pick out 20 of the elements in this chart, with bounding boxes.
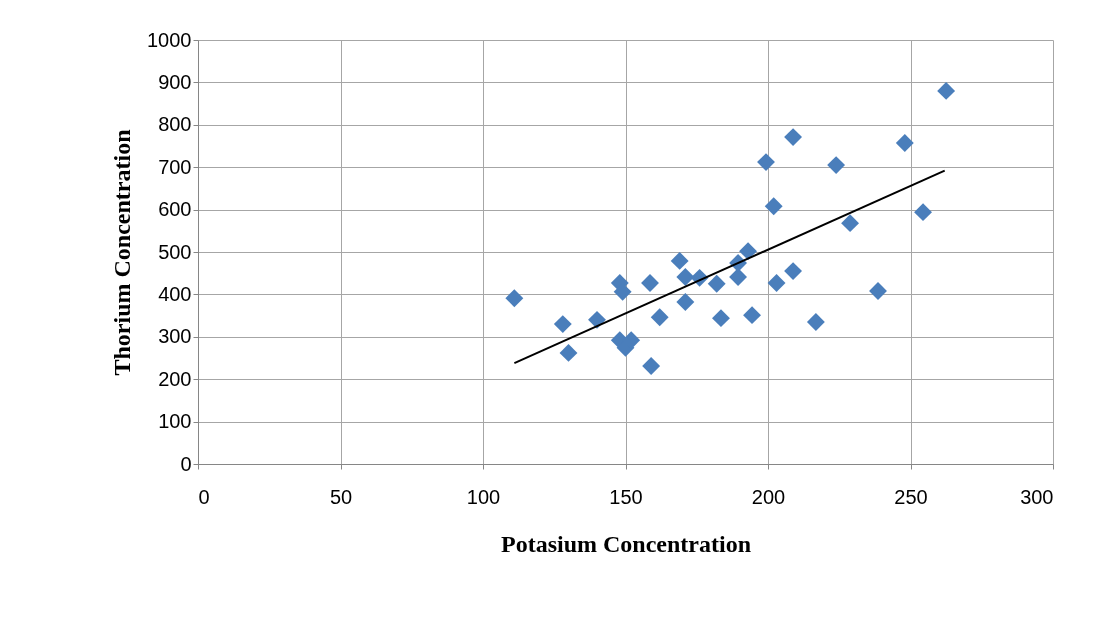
y-tick-label: 300: [158, 325, 192, 348]
x-tick-label: 100: [466, 485, 501, 508]
x-axis-title: Potasium Concentration: [501, 530, 751, 557]
y-tick-label: 500: [158, 240, 192, 263]
y-tick-label: 400: [158, 282, 192, 305]
y-tick-label: 600: [158, 198, 192, 221]
y-tick-label: 700: [158, 155, 192, 178]
x-tick-label: 0: [198, 485, 210, 508]
y-tick-label: 900: [158, 70, 192, 93]
y-axis-title: Thorium Concentration: [109, 129, 136, 376]
y-tick-label: 100: [158, 410, 192, 433]
x-tick-label: 50: [329, 485, 353, 508]
x-tick-label: 200: [751, 485, 786, 508]
y-tick-label: 0: [180, 452, 192, 475]
y-tick-label: 200: [158, 367, 192, 390]
y-tick-label: 800: [158, 113, 192, 136]
x-tick-label: 250: [894, 485, 928, 508]
x-tick-label: 300: [1020, 485, 1054, 508]
x-tick-label: 150: [609, 485, 643, 508]
y-tick-label: 1000: [147, 28, 192, 51]
